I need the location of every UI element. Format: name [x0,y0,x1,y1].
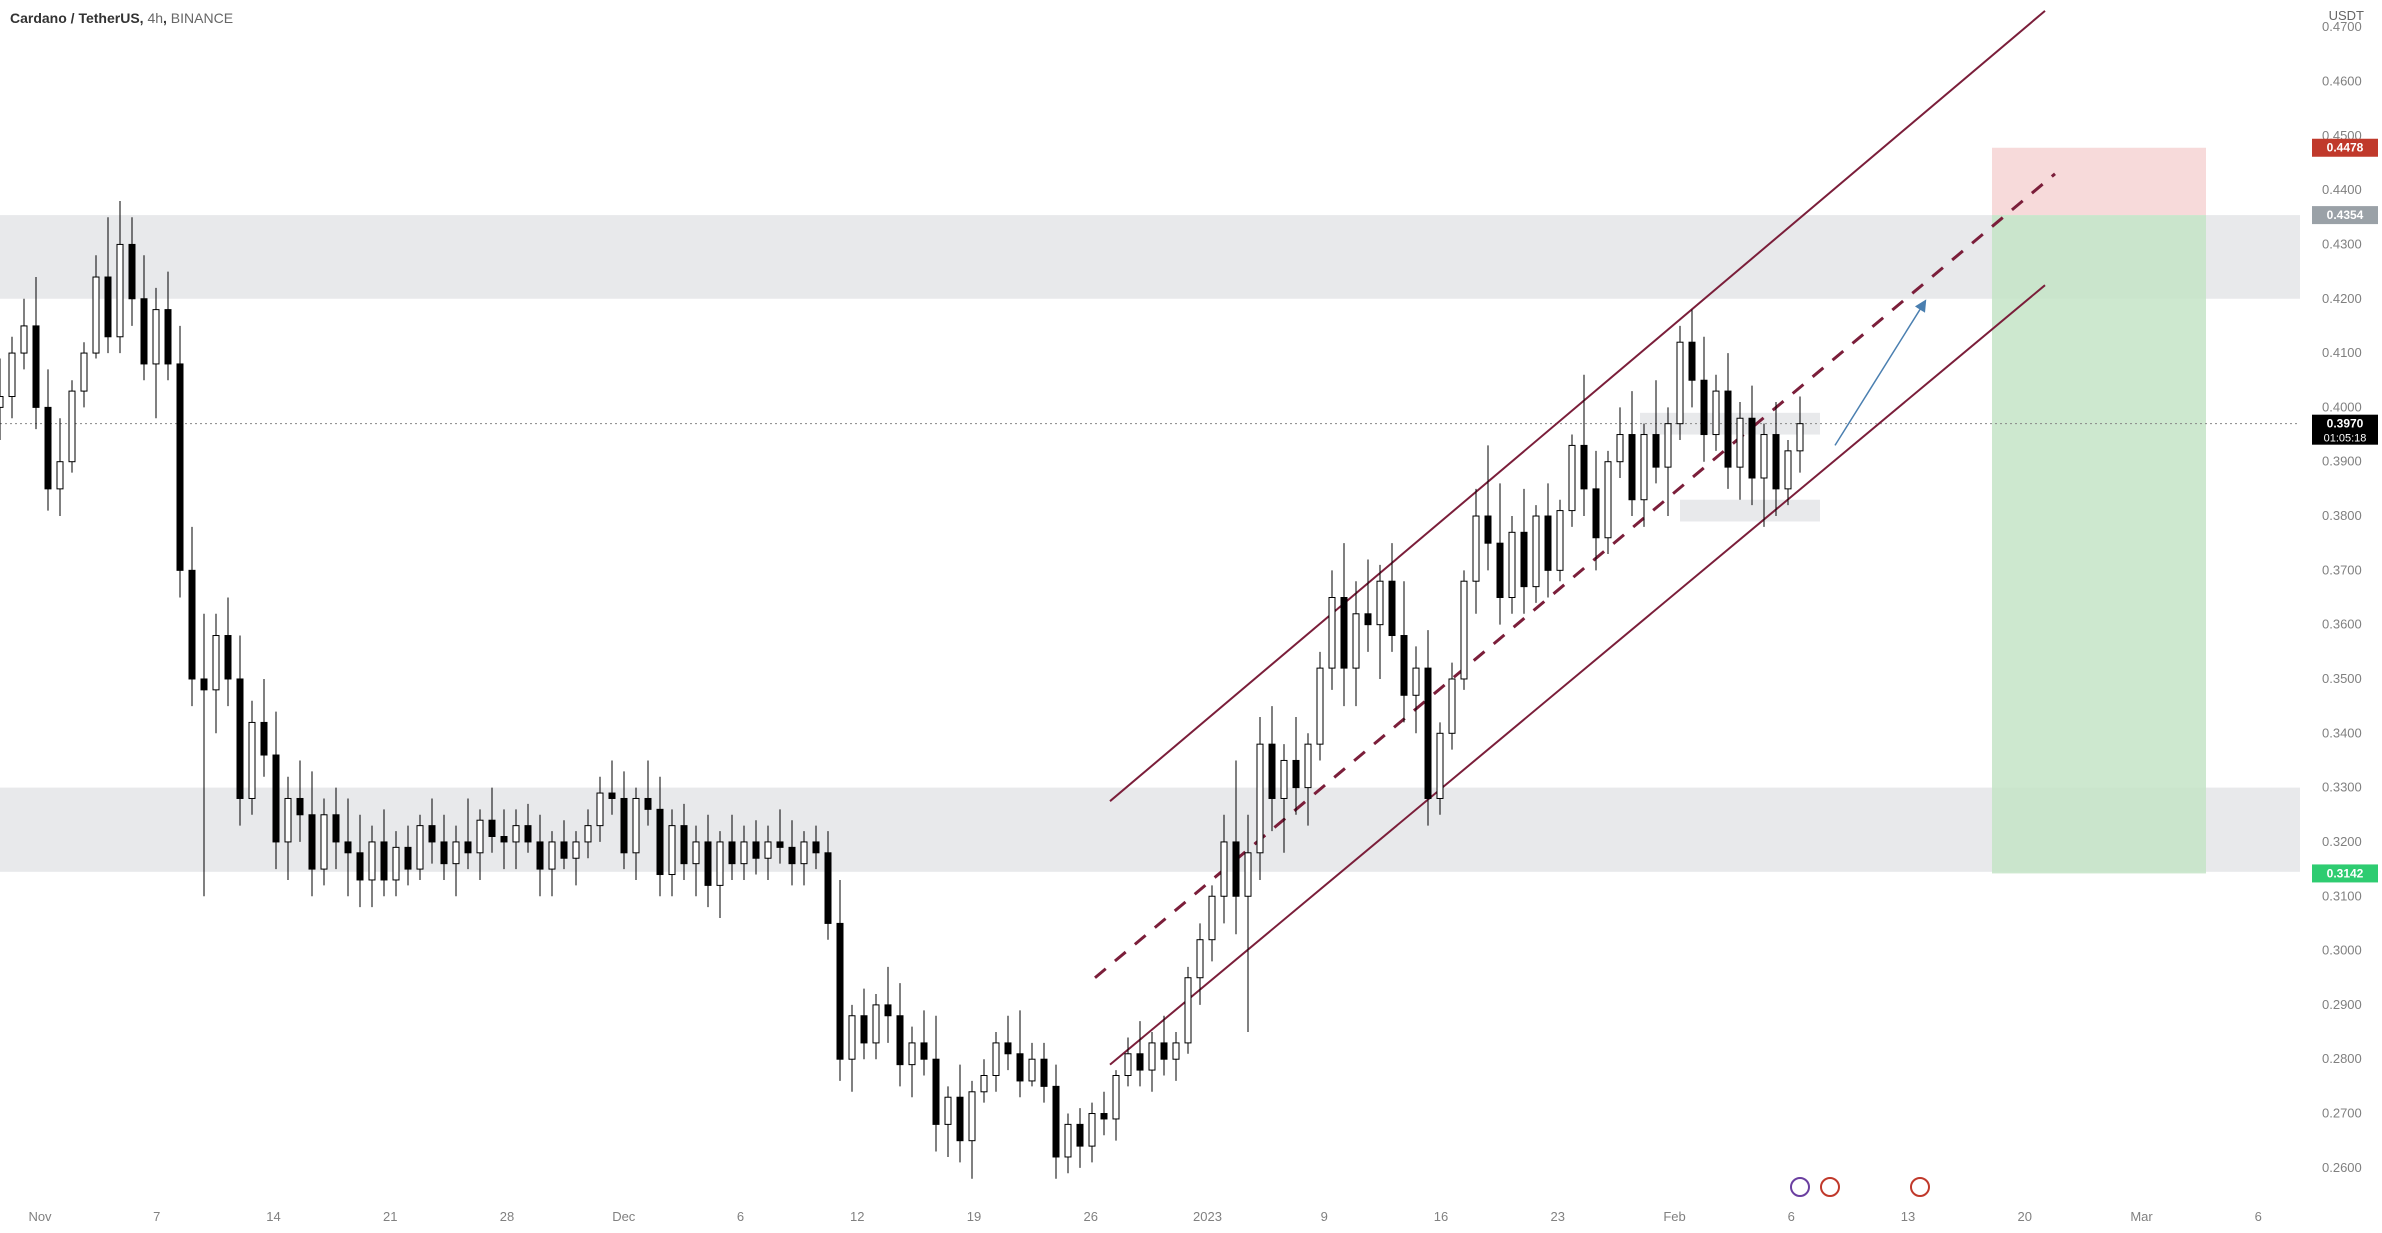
chart-svg[interactable]: 0.47000.46000.45000.44000.43000.42000.41… [0,0,2382,1233]
svg-text:Nov: Nov [28,1209,52,1224]
svg-text:12: 12 [850,1209,864,1224]
svg-text:0.3100: 0.3100 [2322,888,2362,903]
svg-text:0.4000: 0.4000 [2322,399,2362,414]
svg-text:16: 16 [1434,1209,1448,1224]
chart-container: Cardano / TetherUS, 4h, BINANCE USDT 0.4… [0,0,2382,1233]
svg-text:0.2800: 0.2800 [2322,1051,2362,1066]
svg-text:28: 28 [500,1209,514,1224]
svg-text:0.3900: 0.3900 [2322,454,2362,469]
svg-text:0.2900: 0.2900 [2322,997,2362,1012]
svg-text:0.4478: 0.4478 [2327,141,2364,155]
svg-text:0.4300: 0.4300 [2322,236,2362,251]
svg-text:6: 6 [1788,1209,1795,1224]
svg-text:6: 6 [737,1209,744,1224]
svg-text:0.4200: 0.4200 [2322,291,2362,306]
svg-text:0.3000: 0.3000 [2322,943,2362,958]
svg-text:01:05:18: 01:05:18 [2324,433,2367,445]
svg-text:14: 14 [266,1209,280,1224]
svg-text:0.3970: 0.3970 [2327,417,2364,431]
svg-text:7: 7 [153,1209,160,1224]
svg-text:21: 21 [383,1209,397,1224]
svg-text:0.3200: 0.3200 [2322,834,2362,849]
svg-text:0.4700: 0.4700 [2322,19,2362,34]
svg-text:0.3500: 0.3500 [2322,671,2362,686]
svg-text:Mar: Mar [2130,1209,2153,1224]
svg-text:Dec: Dec [612,1209,636,1224]
svg-text:0.3800: 0.3800 [2322,508,2362,523]
svg-text:26: 26 [1084,1209,1098,1224]
svg-text:0.2700: 0.2700 [2322,1106,2362,1121]
svg-text:20: 20 [2018,1209,2032,1224]
svg-text:0.3400: 0.3400 [2322,725,2362,740]
svg-text:19: 19 [967,1209,981,1224]
svg-text:Feb: Feb [1663,1209,1685,1224]
svg-text:0.4600: 0.4600 [2322,73,2362,88]
svg-text:23: 23 [1551,1209,1565,1224]
svg-text:13: 13 [1901,1209,1915,1224]
svg-text:9: 9 [1321,1209,1328,1224]
svg-text:0.3600: 0.3600 [2322,617,2362,632]
svg-text:0.4354: 0.4354 [2327,208,2364,222]
svg-text:0.2600: 0.2600 [2322,1160,2362,1175]
svg-text:0.4100: 0.4100 [2322,345,2362,360]
svg-text:0.3300: 0.3300 [2322,780,2362,795]
svg-text:0.3700: 0.3700 [2322,562,2362,577]
svg-text:0.4400: 0.4400 [2322,182,2362,197]
svg-text:2023: 2023 [1193,1209,1222,1224]
svg-text:0.3142: 0.3142 [2327,866,2364,880]
svg-text:6: 6 [2255,1209,2262,1224]
